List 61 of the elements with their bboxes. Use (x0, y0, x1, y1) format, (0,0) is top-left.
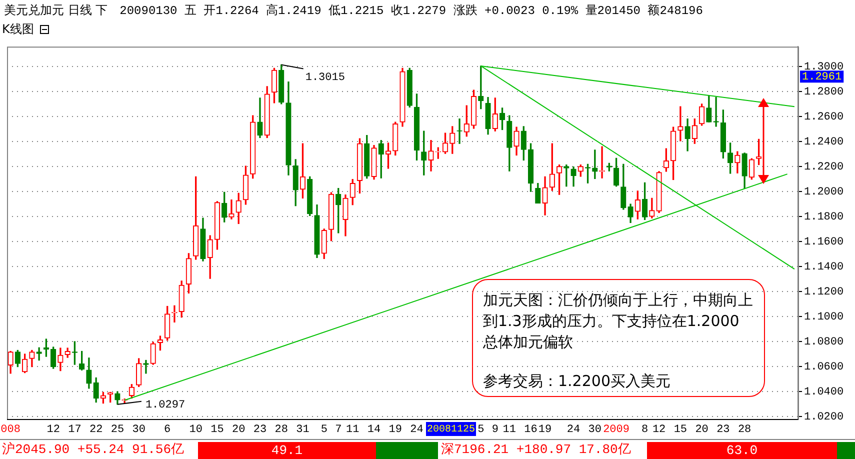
y-tick-label: 1.2600 (804, 111, 844, 124)
x-tick-label: 30 (588, 424, 602, 436)
chart-subtitle: 20090130 五 开1.2264 高1.2419 低1.2215 收1.2279 涨跌 +0.0023 0.19% 量201450 额248196 (120, 4, 703, 18)
x-tick-label: 15 (210, 424, 224, 436)
x-tick-label: 31 (296, 424, 310, 436)
x-tick-label: 20 (695, 424, 708, 436)
x-tick-label: 008 (0, 424, 20, 436)
x-tick-label: 5 (478, 424, 484, 436)
annotation: 1.0297 (145, 399, 186, 412)
x-tick-label: 16 (524, 424, 538, 436)
meter-gauge: 63.0 (647, 442, 855, 459)
x-tick-label: 11 (502, 424, 516, 436)
text: 1.2961 (802, 72, 842, 84)
y-tick-label: 1.1400 (804, 261, 844, 274)
x-tick-label: 19 (538, 424, 552, 436)
x-tick-label: 20 (232, 424, 246, 436)
x-tick-label: 22 (89, 424, 103, 436)
x-tick-label: 7 (335, 424, 342, 436)
x-tick-label: 15 (674, 424, 688, 436)
x-tick-label: 5 (320, 424, 328, 436)
y-tick-label: 1.0600 (804, 361, 844, 374)
x-tick-label: 9 (492, 424, 498, 436)
x-tick-label: 2009 (603, 424, 630, 436)
annotation: 参考交易：1.2200买入美元 (483, 371, 672, 392)
x-tick-label: 25 (110, 424, 124, 436)
y-tick-label: 1.0800 (804, 336, 844, 348)
y-tick-label: 1.1000 (804, 311, 844, 324)
x-tick-label: 19 (388, 424, 402, 436)
y-tick-label: 1.1800 (804, 211, 844, 224)
x-tick-label: 24 (566, 424, 581, 436)
x-tick-label: 8 (641, 424, 648, 436)
y-tick-label: 1.3000 (804, 62, 844, 74)
x-tick-label: 12 (652, 424, 666, 436)
meter-gauge: 49.1 (198, 442, 438, 459)
annotation: 加元天图：汇价仍倾向于上行，中期向上到1.3形成的压力。下支持位在1.2000 总体加元偏软 (483, 290, 754, 353)
x-tick-label: 23 (716, 424, 730, 436)
text: 沪2045.90 +55.24 91.56亿 (2, 441, 184, 459)
x-tick-label: 17 (68, 424, 82, 436)
x-tick-label: 12 (46, 424, 60, 436)
y-tick-label: 1.2400 (804, 136, 844, 148)
x-tick-label: 28 (738, 424, 752, 436)
x-tick-label: 24 (410, 424, 424, 436)
y-tick-label: 1.2800 (804, 86, 844, 98)
text: 深7196.21 +180.97 17.80亿 (441, 441, 631, 459)
y-tick-label: 1.0400 (804, 386, 844, 398)
text: 20081125 (427, 424, 476, 436)
annotation: 1.3015 (305, 72, 345, 84)
chart-title: 美元兑加元 日线 下 (0, 0, 114, 21)
y-tick-label: 1.2000 (804, 186, 844, 198)
x-tick-label: 10 (189, 424, 202, 436)
x-tick-label: 11 (346, 424, 360, 436)
x-tick-label: 23 (253, 424, 267, 436)
x-tick-label: 28 (274, 424, 288, 436)
y-tick-label: 1.1200 (804, 286, 844, 298)
y-tick-label: 1.0200 (804, 411, 844, 424)
y-tick-label: 1.2200 (804, 161, 844, 174)
x-tick-label: 14 (367, 424, 381, 436)
text: K线图 (2, 21, 34, 37)
x-tick-label: 30 (132, 424, 146, 436)
y-tick-label: 1.1600 (804, 236, 844, 248)
x-tick-label: 6 (164, 424, 171, 436)
